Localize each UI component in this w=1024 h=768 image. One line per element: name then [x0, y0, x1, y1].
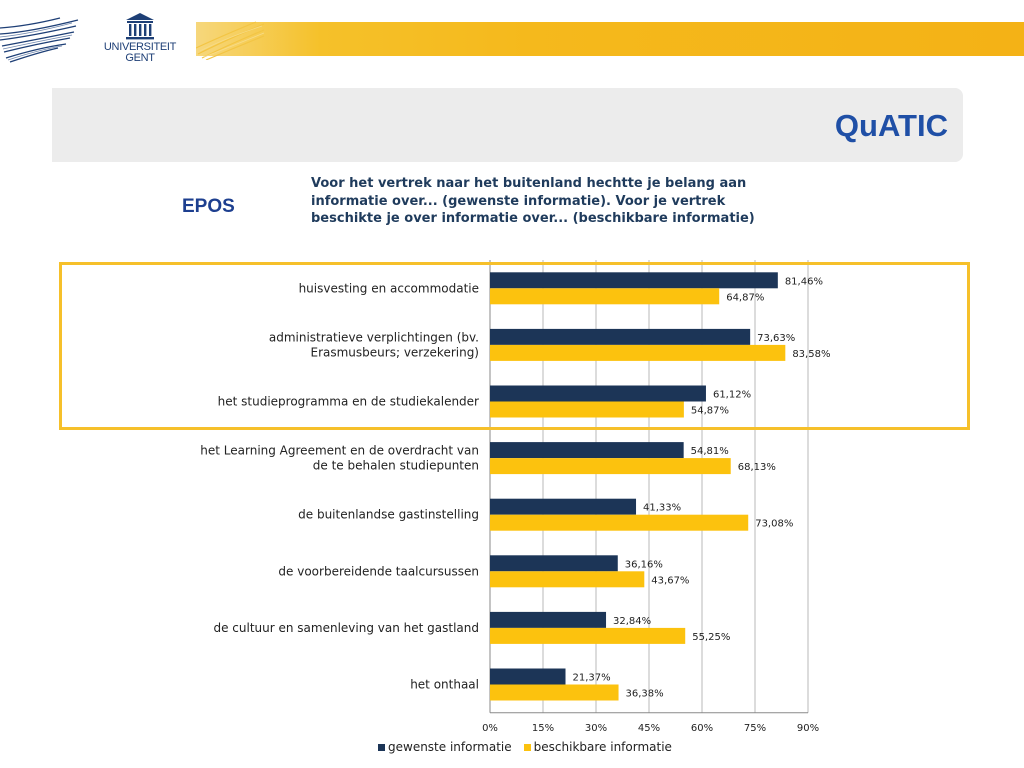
data-label-beschikbare: 73,08%	[755, 519, 793, 530]
building-icon	[126, 13, 154, 40]
page-title: QuATIC	[834, 108, 948, 143]
x-tick-label: 45%	[638, 723, 660, 734]
category-label: het Learning Agreement en de overdracht …	[200, 444, 479, 473]
bar-beschikbare	[490, 458, 731, 475]
brush-stroke-gold	[196, 21, 265, 60]
data-label-gewenste: 21,37%	[573, 673, 611, 684]
university-logo: UNIVERSITEIT GENT	[100, 12, 180, 68]
bar-chart: 0% 15% 30% 45% 60% 75% 90% huisvesting en accom…	[200, 260, 830, 734]
data-label-beschikbare: 43,67%	[651, 575, 689, 586]
x-tick-label: 60%	[691, 723, 713, 734]
data-label-gewenste: 61,12%	[713, 390, 751, 401]
legend-item-gewenste: gewenste informatie	[378, 740, 512, 754]
logo-text-line1: UNIVERSITEIT	[103, 41, 177, 53]
bar-gewenste	[490, 385, 706, 402]
bar-beschikbare	[490, 514, 749, 531]
data-label-beschikbare: 54,87%	[691, 406, 729, 417]
bar-gewenste	[490, 328, 751, 345]
data-label-beschikbare: 55,25%	[692, 632, 730, 643]
category-label: de cultuur en samenleving van het gastla…	[213, 621, 479, 635]
legend-item-beschikbare: beschikbare informatie	[523, 740, 672, 754]
header-panel	[52, 88, 963, 162]
data-label-gewenste: 54,81%	[691, 446, 729, 457]
legend-swatch-beschikbare	[523, 743, 531, 751]
data-label-gewenste: 36,16%	[625, 559, 663, 570]
data-label-beschikbare: 36,38%	[626, 689, 664, 700]
bar-gewenste	[490, 611, 607, 628]
legend-label-gewenste: gewenste informatie	[388, 740, 512, 754]
bar-beschikbare	[490, 571, 645, 588]
data-label-beschikbare: 83,58%	[792, 349, 830, 360]
bar-beschikbare	[490, 684, 619, 701]
data-label-gewenste: 81,46%	[785, 276, 823, 287]
legend-label-beschikbare: beschikbare informatie	[533, 740, 672, 754]
x-tick-label: 30%	[585, 723, 607, 734]
category-label: de voorbereidende taalcursussen	[278, 564, 479, 578]
bar-gewenste	[490, 555, 618, 572]
bar-beschikbare	[490, 401, 684, 418]
bar-gewenste	[490, 668, 566, 685]
top-accent-band	[196, 22, 1024, 56]
data-label-gewenste: 41,33%	[643, 503, 681, 514]
data-label-beschikbare: 64,87%	[726, 292, 764, 303]
bar-beschikbare	[490, 288, 720, 305]
category-label: het studieprogramma en de studiekalender	[218, 395, 479, 409]
data-label-beschikbare: 68,13%	[738, 462, 776, 473]
data-label-gewenste: 73,63%	[757, 333, 795, 344]
bar-gewenste	[490, 272, 778, 289]
x-tick-label: 75%	[744, 723, 766, 734]
data-label-gewenste: 32,84%	[613, 616, 651, 627]
bar-beschikbare	[490, 344, 786, 361]
section-label: EPOS	[182, 196, 235, 217]
bar-gewenste	[490, 498, 637, 515]
bar-gewenste	[490, 442, 684, 459]
x-tick-label: 90%	[797, 723, 819, 734]
legend-swatch-gewenste	[378, 743, 385, 751]
bar-beschikbare	[490, 627, 686, 644]
category-label: administratieve verplichtingen (bv. Erasm…	[269, 330, 479, 359]
chart-question: Voor het vertrek naar het buitenland hec…	[311, 176, 755, 226]
chart-legend: gewenste informatie beschikbare informat…	[378, 739, 684, 755]
category-label: de buitenlandse gastinstelling	[298, 508, 479, 522]
x-tick-label: 15%	[532, 723, 554, 734]
logo-text-line2: GENT	[125, 52, 155, 64]
category-label: huisvesting en accommodatie	[299, 281, 479, 295]
brush-stroke-left	[0, 17, 79, 63]
category-label: het onthaal	[410, 678, 479, 692]
x-tick-label: 0%	[482, 723, 498, 734]
